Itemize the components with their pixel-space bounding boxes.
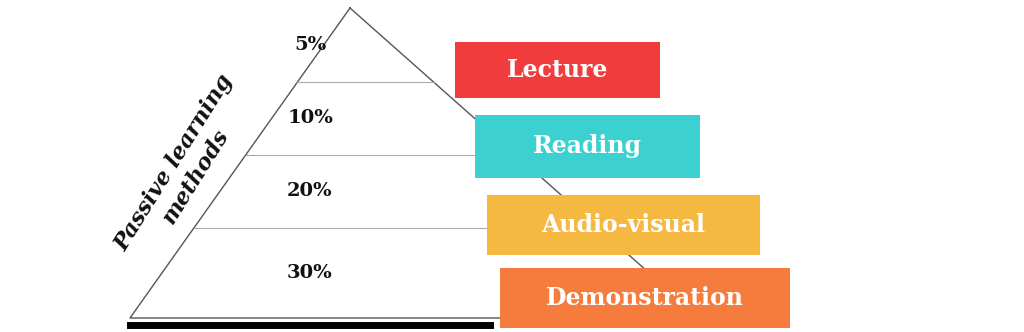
Text: Lecture: Lecture	[507, 58, 608, 82]
Text: 20%: 20%	[287, 182, 333, 200]
Text: 30%: 30%	[287, 264, 333, 282]
FancyBboxPatch shape	[475, 115, 700, 178]
FancyBboxPatch shape	[487, 195, 760, 255]
FancyBboxPatch shape	[500, 268, 790, 328]
Text: Demonstration: Demonstration	[546, 286, 744, 310]
FancyBboxPatch shape	[455, 42, 660, 98]
Text: 10%: 10%	[287, 109, 333, 127]
Text: Reading: Reading	[534, 134, 642, 158]
Text: 5%: 5%	[294, 36, 326, 54]
Text: Audio-visual: Audio-visual	[542, 213, 706, 237]
Text: Passive learning
methods: Passive learning methods	[111, 71, 259, 269]
